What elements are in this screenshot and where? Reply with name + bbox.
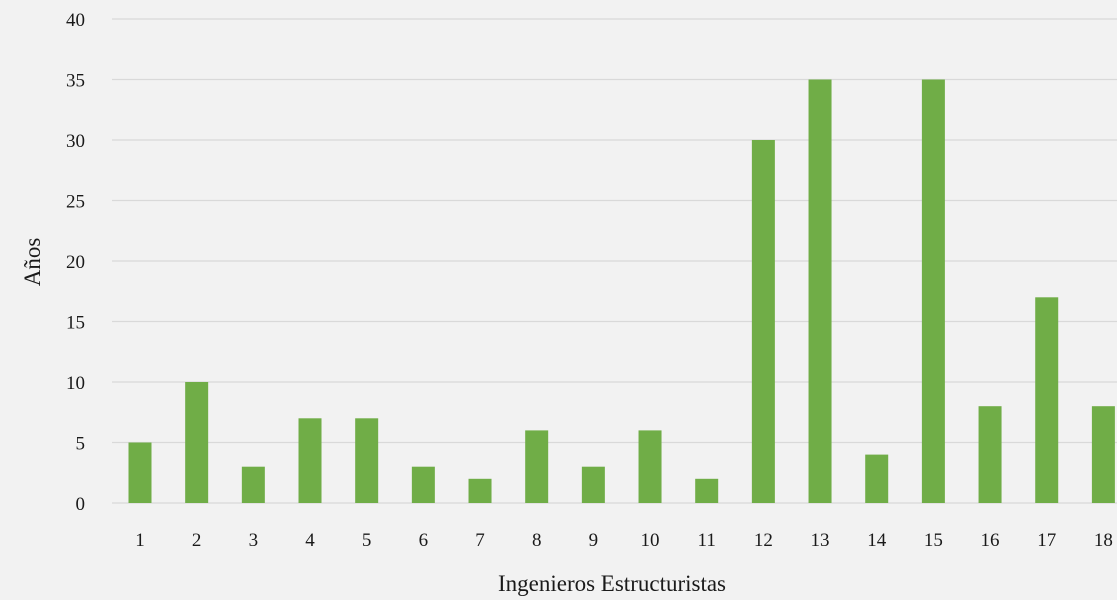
y-axis-label: Años [20,238,45,287]
x-tick-label: 14 [867,530,887,551]
x-tick-label: 6 [419,530,429,551]
x-tick-label: 8 [532,530,542,551]
bar-15 [921,79,945,503]
x-tick-label: 16 [981,530,1000,551]
bar-17 [1035,297,1059,503]
y-axis-ticks: 0 5 10 15 20 25 30 35 40 [66,10,85,515]
bar-5 [355,418,379,503]
bars [128,79,1115,503]
y-tick-label: 30 [66,131,85,152]
bar-14 [865,454,889,503]
bar-8 [525,430,549,503]
x-tick-label: 1 [135,530,145,551]
bar-16 [978,406,1002,503]
x-tick-label: 11 [698,530,716,551]
x-tick-label: 2 [192,530,202,551]
y-tick-label: 20 [66,252,85,273]
bar-4 [298,418,322,503]
y-tick-label: 5 [76,434,86,455]
bar-1 [128,442,152,503]
bar-18 [1091,406,1115,503]
bar-10 [638,430,662,503]
y-tick-label: 40 [66,10,85,31]
x-axis-label: Ingenieros Estructuristas [498,571,726,596]
x-tick-label: 17 [1037,530,1056,551]
x-tick-label: 15 [924,530,943,551]
y-tick-label: 15 [66,313,85,334]
bar-9 [581,466,605,503]
x-tick-label: 13 [811,530,830,551]
x-tick-label: 5 [362,530,372,551]
x-tick-label: 10 [641,530,660,551]
y-tick-label: 10 [66,373,85,394]
bar-13 [808,79,832,503]
bar-2 [185,382,209,503]
bar-3 [241,466,265,503]
x-tick-label: 9 [589,530,599,551]
x-axis-ticks: 1 2 3 4 5 6 7 8 9 10 11 12 13 14 15 16 17 18 [135,530,1113,551]
bar-11 [695,478,719,503]
x-tick-label: 3 [249,530,259,551]
gridlines [112,18,1117,504]
y-tick-label: 25 [66,192,85,213]
x-tick-label: 18 [1094,530,1113,551]
x-tick-label: 7 [475,530,485,551]
y-tick-label: 0 [76,494,86,515]
x-tick-label: 12 [754,530,773,551]
x-tick-label: 4 [305,530,315,551]
bar-7 [468,478,492,503]
y-tick-label: 35 [66,71,85,92]
bar-6 [411,466,435,503]
bar-12 [751,140,775,503]
